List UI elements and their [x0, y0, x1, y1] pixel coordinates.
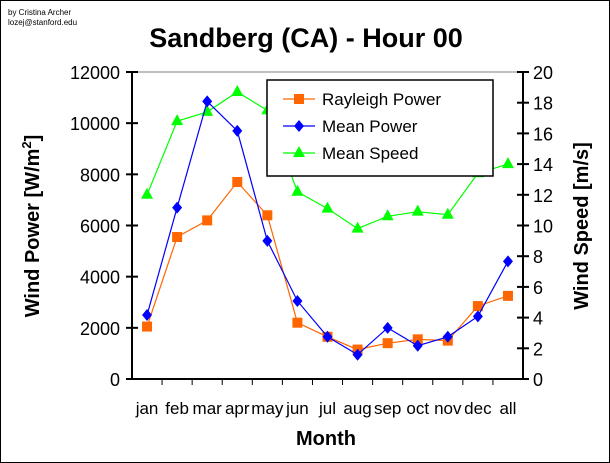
- y2-tick-label: 4: [533, 309, 543, 329]
- y2-tick-label: 6: [533, 278, 543, 298]
- x-tick-label: sep: [374, 399, 401, 418]
- legend: Rayleigh Power Mean Power Mean Speed: [266, 79, 494, 177]
- rayleigh-power-point: [172, 232, 183, 243]
- x-tick-label: jan: [135, 399, 159, 418]
- legend-mean-power-label: Mean Power: [322, 117, 418, 136]
- mean-power-point: [322, 330, 333, 343]
- y2-axis-label: Wind Speed [m/s]: [571, 142, 593, 310]
- mean-power-point: [202, 95, 213, 108]
- legend-box: [266, 79, 494, 177]
- y2-tick-label: 2: [533, 339, 543, 359]
- rayleigh-power-point: [202, 215, 213, 226]
- x-tick-label: jul: [318, 399, 336, 418]
- mean-speed-point: [291, 184, 304, 196]
- rayleigh-power-point: [292, 317, 303, 328]
- mean-speed-point: [351, 221, 364, 233]
- mean-power-point: [172, 201, 183, 214]
- rayleigh-power-point: [232, 177, 243, 188]
- x-tick-label: nov: [434, 399, 462, 418]
- rayleigh-power-point: [142, 321, 153, 332]
- mean-power-point: [472, 310, 483, 323]
- y-tick-label: 6000: [80, 217, 120, 237]
- mean-power-point: [352, 348, 363, 361]
- y-tick-label: 0: [110, 370, 120, 390]
- x-tick-label: apr: [225, 399, 250, 418]
- mean-power-point: [142, 309, 153, 322]
- legend-mean-speed-marker: [293, 146, 305, 157]
- y2-tick-label: 14: [533, 155, 553, 175]
- legend-mean-power-marker: [294, 120, 304, 132]
- mean-power-point: [382, 321, 393, 334]
- rayleigh-power-point: [412, 334, 423, 345]
- y2-tick-label: 0: [533, 370, 543, 390]
- y2-tick-label: 12: [533, 186, 553, 206]
- x-axis-label: Month: [296, 428, 356, 450]
- y2-tick-label: 10: [533, 217, 553, 237]
- mean-speed-point: [231, 84, 244, 96]
- legend-rayleigh-power-label: Rayleigh Power: [322, 90, 441, 109]
- credit-name: by Cristina Archer: [8, 8, 71, 17]
- y2-tick-label: 18: [533, 94, 553, 114]
- y-tick-label: 2000: [80, 319, 120, 339]
- x-tick-label: dec: [464, 399, 492, 418]
- legend-mean-speed-label: Mean Speed: [322, 144, 418, 163]
- mean-power-point: [412, 339, 423, 352]
- rayleigh-power-point: [262, 210, 273, 221]
- mean-power-point: [292, 294, 303, 307]
- rayleigh-power-point: [502, 290, 513, 301]
- x-tick-label: aug: [343, 399, 371, 418]
- rayleigh-power-point: [472, 301, 483, 312]
- y-axis-label: Wind Power [W/m2]: [19, 135, 44, 318]
- x-tick-label: mar: [193, 399, 223, 418]
- legend-rayleigh-power-marker: [294, 94, 304, 104]
- y2-tick-label: 20: [533, 63, 553, 83]
- y2-tick-label: 16: [533, 124, 553, 144]
- mean-power-point: [442, 330, 453, 343]
- x-tick-label: may: [251, 399, 284, 418]
- y2-tick-label: 8: [533, 247, 543, 267]
- mean-speed-point: [441, 207, 454, 219]
- y-tick-label: 8000: [80, 165, 120, 185]
- y-tick-label: 10000: [70, 114, 120, 134]
- x-tick-label: jun: [285, 399, 309, 418]
- mean-speed-point: [501, 157, 514, 169]
- y-tick-label: 12000: [70, 63, 120, 83]
- mean-speed-point: [381, 209, 394, 221]
- mean-speed-point: [411, 204, 424, 216]
- mean-power-point: [232, 124, 243, 137]
- mean-speed-point: [141, 187, 154, 199]
- x-tick-label: oct: [406, 399, 429, 418]
- rayleigh-power-point: [382, 338, 393, 349]
- mean-speed-point: [171, 114, 184, 126]
- chart-title: Sandberg (CA) - Hour 00: [149, 23, 463, 53]
- mean-power-point: [502, 255, 513, 268]
- y-tick-label: 4000: [80, 268, 120, 288]
- x-tick-label: all: [499, 399, 516, 418]
- credit-email: lozej@stanford.edu: [8, 18, 77, 27]
- mean-speed-point: [321, 201, 334, 213]
- mean-power-point: [262, 234, 273, 247]
- x-tick-label: feb: [165, 399, 189, 418]
